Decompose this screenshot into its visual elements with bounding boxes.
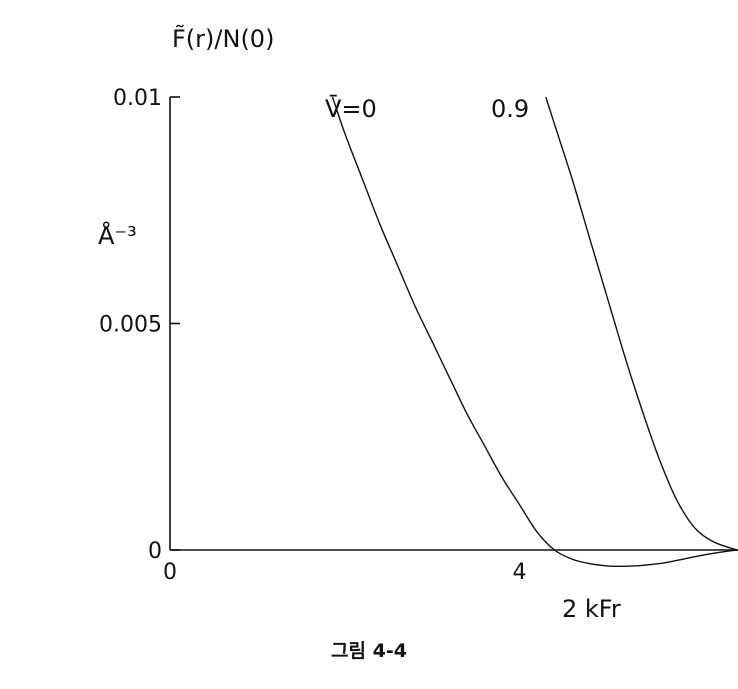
series-label-v0: V̄=0 (325, 94, 377, 123)
x-tick-label: 4 (513, 560, 527, 585)
figure-caption: 그림 4-4 (331, 640, 407, 662)
x-axis-label: 2 kFr (562, 595, 621, 623)
series-line-1 (545, 96, 738, 551)
y-axis-label: F̃(r)/N(0) (172, 25, 274, 53)
x-tick-label: 0 (163, 560, 177, 585)
y-axis-unit: Å⁻³ (98, 221, 137, 250)
series-label-0-9: 0.9 (491, 95, 529, 123)
y-tick-label: 0.01 (113, 86, 162, 111)
axes (169, 97, 738, 551)
y-ticks: 0 0.005 0.01 (99, 86, 180, 564)
y-tick-label: 0 (148, 539, 162, 564)
series-group (331, 96, 738, 568)
series-line-0 (331, 96, 738, 568)
y-tick-label: 0.005 (99, 313, 162, 338)
